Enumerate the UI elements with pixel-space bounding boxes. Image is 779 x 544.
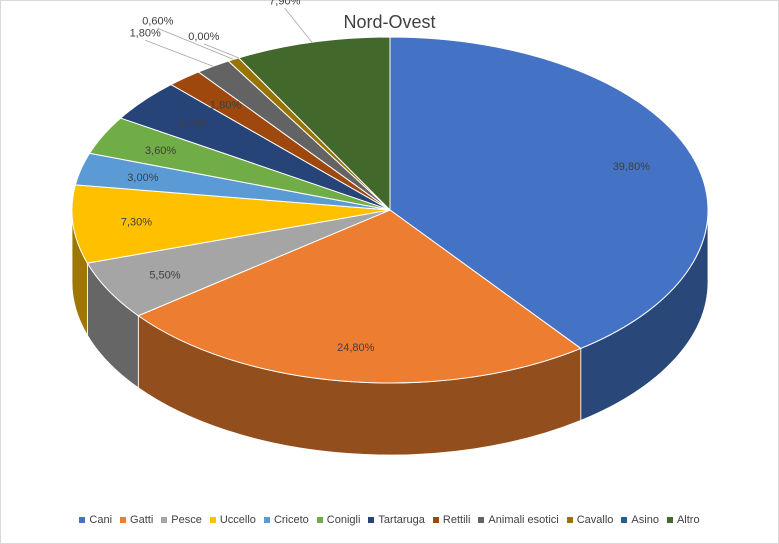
chart-title: Nord-Ovest (343, 12, 436, 32)
data-label: 5,50% (149, 270, 180, 282)
legend-swatch (478, 517, 485, 523)
legend-swatch (621, 517, 628, 523)
legend-label: Conigli (326, 514, 361, 526)
legend-label: Uccello (219, 514, 256, 526)
legend-swatch (120, 517, 127, 523)
data-label: 1,80% (130, 27, 161, 39)
legend-label: Tartaruga (378, 514, 425, 526)
legend-item: Conigli (316, 514, 361, 526)
data-label: 4,00% (178, 117, 209, 129)
legend-item: Altro (666, 514, 700, 526)
data-label: 0,00% (188, 31, 219, 43)
slice-gatti (137, 209, 582, 384)
legend-item: Cani (79, 514, 112, 526)
leader-line (203, 43, 239, 59)
data-label: 7,30% (121, 216, 152, 228)
slice-uccello (71, 184, 391, 264)
legend-label: Pesce (171, 514, 202, 526)
legend-label: Cavallo (576, 514, 614, 526)
legend-label: Gatti (130, 514, 154, 526)
legend-label: Asino (631, 514, 659, 526)
legend-item: Animali esotici (478, 514, 559, 526)
data-label: 3,00% (127, 172, 158, 184)
legend-swatch (161, 517, 168, 523)
legend-item: Uccello (209, 514, 256, 526)
data-label: 1,80% (210, 99, 241, 111)
legend-swatch (666, 517, 673, 523)
legend-item: Asino (621, 514, 659, 526)
legend-label: Rettili (442, 514, 471, 526)
legend-item: Criceto (263, 514, 309, 526)
legend-item: Tartaruga (368, 514, 425, 526)
legend-label: Criceto (273, 514, 309, 526)
legend-swatch (316, 517, 323, 523)
legend-swatch (79, 517, 86, 523)
data-label: 7,90% (269, 0, 300, 7)
legend-item: Cavallo (566, 514, 614, 526)
leader-line (284, 8, 313, 43)
pie-slices (71, 36, 709, 384)
legend-swatch (209, 517, 216, 523)
data-labels: 39,80%24,80%5,50%7,30%3,00%3,60%4,00%1,8… (121, 0, 650, 354)
data-label: 0,60% (142, 15, 173, 27)
slice-cani (389, 36, 709, 349)
legend-label: Altro (676, 514, 700, 526)
data-label: 24,80% (337, 342, 375, 354)
leader-line (145, 39, 214, 67)
legend-label: Animali esotici (488, 514, 559, 526)
legend-item: Rettili (432, 514, 471, 526)
legend: Cani Gatti Pesce Uccello Criceto Conigli Tarta… (0, 514, 779, 526)
data-label: 39,80% (613, 161, 651, 173)
legend-swatch (263, 517, 270, 523)
legend-swatch (368, 517, 375, 523)
pie-sides (71, 209, 709, 456)
slice-altro (237, 36, 391, 212)
leader-line (157, 28, 234, 60)
legend-item: Pesce (161, 514, 202, 526)
data-label: 3,60% (145, 145, 176, 157)
legend-label: Cani (89, 514, 113, 526)
legend-item: Gatti (120, 514, 153, 526)
legend-swatch (432, 517, 439, 523)
leader-lines (145, 8, 313, 67)
legend-swatch (566, 517, 573, 523)
